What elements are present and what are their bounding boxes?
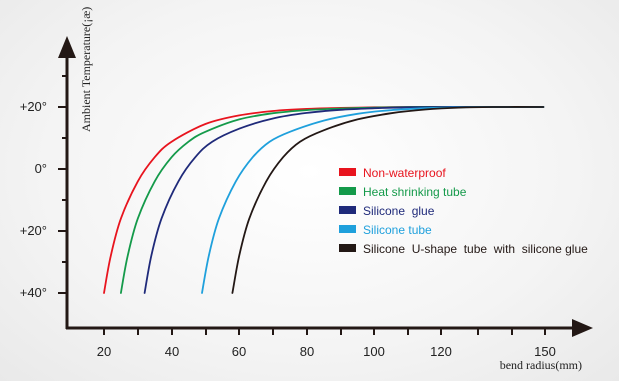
y-tick-label: +20° — [20, 223, 47, 238]
series-line — [231, 106, 545, 294]
legend-swatch — [339, 206, 356, 214]
legend-swatch — [339, 168, 356, 176]
legend: Non-waterproof Heat shrinking tube Silicon… — [339, 166, 588, 256]
x-tick-label: 60 — [232, 344, 246, 359]
x-tick-label: 20 — [97, 344, 111, 359]
y-tick-label: 0° — [35, 161, 47, 176]
legend-swatch — [339, 225, 356, 233]
legend-label: Silicone tube — [363, 223, 432, 237]
x-tick-label: 100 — [363, 344, 385, 359]
legend-label: Heat shrinking tube — [363, 185, 467, 199]
legend-label: Silicone glue — [363, 204, 435, 218]
series-line — [143, 106, 545, 294]
x-tick-label: 120 — [430, 344, 452, 359]
legend-label: Silicone U-shape tube with silicone glue — [363, 242, 588, 256]
y-tick-label: +40° — [20, 285, 47, 300]
series-line — [201, 106, 545, 294]
x-tick-label: 80 — [300, 344, 314, 359]
y-tick-label: +20° — [20, 99, 47, 114]
legend-swatch — [339, 187, 356, 195]
x-axis-title: bend radius(mm) — [500, 358, 582, 372]
legend-label: Non-waterproof — [363, 166, 446, 180]
y-axis-arrow-icon — [58, 36, 76, 58]
x-tick-label: 40 — [165, 344, 179, 359]
x-axis-arrow-icon — [572, 319, 593, 337]
x-tick-label: 150 — [534, 344, 556, 359]
y-axis-title: Ambient Temperature(¡æ) — [79, 7, 93, 132]
legend-swatch — [339, 244, 356, 252]
